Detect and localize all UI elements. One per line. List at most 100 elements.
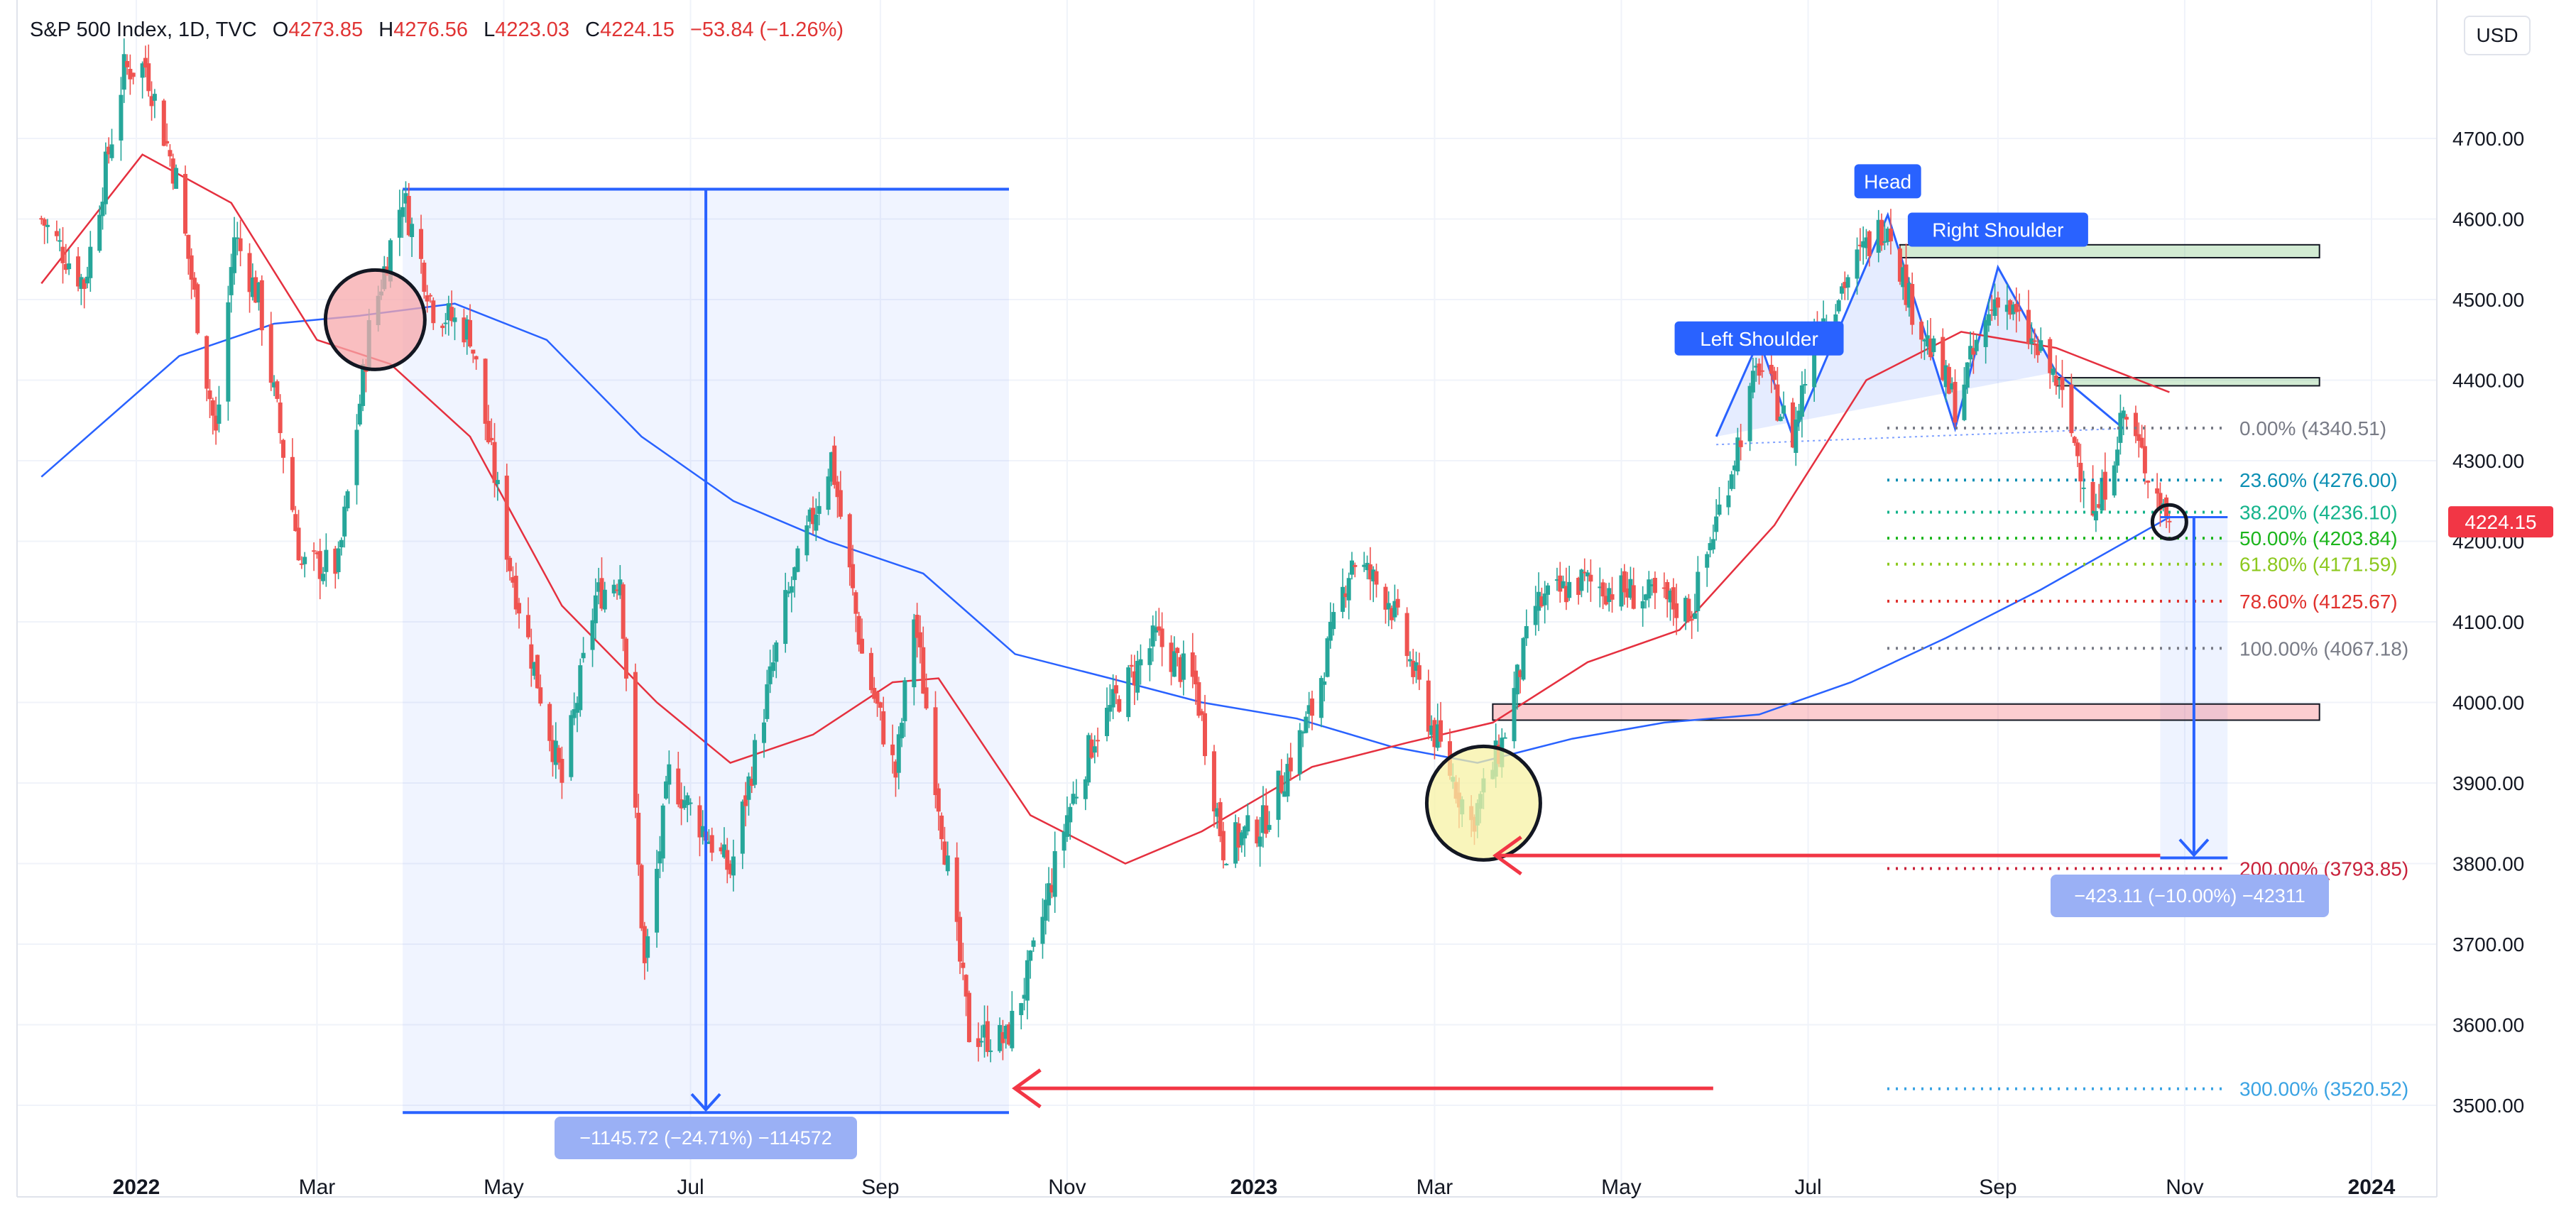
- candle-body: [1962, 384, 1967, 420]
- candle-body: [231, 237, 236, 273]
- candle-body: [1726, 495, 1731, 508]
- candle-body: [1931, 338, 1936, 353]
- candle-body: [868, 652, 873, 691]
- low-label: L: [484, 18, 496, 41]
- candle-body: [100, 202, 105, 217]
- candle-body: [1953, 381, 1958, 423]
- candle-body: [1236, 823, 1241, 848]
- candle-body: [657, 851, 662, 864]
- candle-body: [560, 759, 564, 783]
- pattern-label: Right Shoulder: [1932, 219, 2063, 241]
- candle-body: [1558, 575, 1563, 592]
- candle-body: [1368, 564, 1372, 580]
- candle-body: [700, 826, 705, 838]
- candle-body: [119, 94, 124, 141]
- candle-body: [1285, 764, 1290, 796]
- candle-body: [529, 644, 534, 669]
- candle-body: [1904, 264, 1909, 305]
- candle-body: [1968, 346, 1973, 360]
- candle-body: [829, 452, 834, 482]
- candle-body: [1306, 705, 1311, 714]
- candle-body: [471, 349, 476, 354]
- candle-body: [1392, 601, 1397, 618]
- candle-body: [1159, 628, 1164, 647]
- candle-body: [2139, 437, 2144, 448]
- candle-body: [419, 229, 424, 259]
- candle-body: [1622, 571, 1627, 593]
- candle-body: [1992, 299, 1997, 316]
- candle-body: [1276, 770, 1281, 820]
- price-tick-label: 4300.00: [2452, 450, 2524, 472]
- candle-body: [826, 476, 831, 510]
- candle-body: [1586, 572, 1590, 576]
- candle-body: [1747, 385, 1752, 442]
- candle-body: [1221, 831, 1226, 860]
- candle-body: [486, 420, 491, 443]
- candle-body: [1071, 794, 1076, 804]
- time-tick-label: Nov: [2166, 1176, 2203, 1199]
- candle-body: [1576, 577, 1581, 596]
- candle-body: [1910, 284, 1915, 325]
- candle-body: [1181, 653, 1186, 680]
- candle-body: [1582, 571, 1587, 574]
- candle-body: [446, 303, 451, 320]
- candle-body: [725, 850, 730, 870]
- candle-body: [238, 238, 243, 251]
- candle-body: [872, 687, 877, 699]
- candle-body: [1040, 916, 1045, 944]
- candle-body: [2164, 497, 2169, 518]
- candle-body: [1625, 588, 1630, 598]
- candle-body: [1260, 805, 1265, 833]
- target-arrows: [1012, 836, 2161, 1109]
- candle-body: [1061, 831, 1066, 851]
- measure-2022-arrow-head: [690, 1093, 721, 1112]
- candle-body: [596, 582, 601, 592]
- candle-body: [1383, 586, 1388, 610]
- candlestick-series: [39, 38, 2172, 1063]
- price-tick-label: 4000.00: [2452, 692, 2524, 714]
- zone-resistance: [1899, 243, 2320, 258]
- candle-body: [1671, 587, 1676, 610]
- candle-body: [1686, 598, 1691, 622]
- candle-body: [688, 802, 693, 804]
- low-value: 4223.03: [495, 18, 570, 41]
- candle-body: [143, 58, 148, 68]
- candle-body: [1341, 586, 1346, 612]
- candle-body: [2008, 300, 2013, 315]
- currency-button[interactable]: USD: [2464, 16, 2531, 55]
- candle-body: [1628, 579, 1633, 598]
- candle-body: [1754, 366, 1759, 368]
- candle-body: [2093, 510, 2098, 521]
- candle-body: [2011, 305, 2016, 314]
- candle-body: [88, 246, 93, 278]
- candle-body: [1683, 598, 1688, 622]
- candle-body: [214, 415, 219, 431]
- fib-level-label: 50.00% (4203.84): [2239, 527, 2398, 549]
- candle-body: [107, 146, 111, 155]
- candle-body: [1432, 720, 1437, 748]
- candle-body: [422, 262, 427, 292]
- candle-body: [1043, 899, 1048, 921]
- candle-body: [1105, 707, 1110, 736]
- candle-body: [1154, 627, 1159, 633]
- candle-body: [2097, 504, 2102, 508]
- candle-body: [1769, 364, 1774, 374]
- price-tick-label: 3600.00: [2452, 1014, 2524, 1036]
- candle-body: [452, 317, 457, 322]
- candle-body: [397, 209, 402, 238]
- candle-body: [431, 300, 436, 324]
- chart-axes: 3500.00 3600.00 3700.00 3800.00 3900.00 4000.…: [16, 0, 2553, 1199]
- candle-body: [535, 655, 540, 689]
- pattern-label: Left Shoulder: [1700, 328, 1818, 350]
- candle-body: [1845, 277, 1850, 288]
- candle-body: [1607, 588, 1612, 603]
- candle-body: [1943, 365, 1948, 388]
- candle-body: [1778, 416, 1783, 422]
- candle-body: [2115, 449, 2120, 466]
- candle-body: [2051, 368, 2056, 376]
- candle-body: [623, 638, 628, 679]
- candle-body: [945, 855, 950, 872]
- candle-body: [388, 240, 393, 282]
- measure-2023-arrow-head: [2178, 838, 2210, 858]
